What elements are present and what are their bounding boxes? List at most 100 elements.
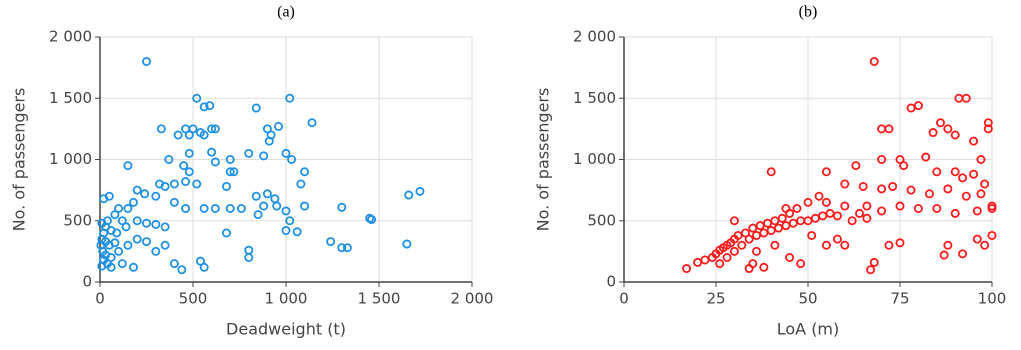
point	[950, 130, 960, 140]
point	[287, 154, 297, 164]
point	[877, 184, 887, 194]
point	[184, 148, 194, 158]
point	[151, 246, 161, 256]
point	[285, 216, 295, 226]
x-axis-label: Deadweight (t)	[226, 320, 346, 339]
point	[932, 167, 942, 177]
point	[264, 136, 274, 146]
point	[225, 154, 235, 164]
point	[123, 203, 133, 213]
point	[110, 238, 120, 248]
point	[803, 197, 813, 207]
point	[251, 103, 261, 113]
point	[792, 203, 802, 213]
point	[744, 264, 754, 274]
point	[939, 250, 949, 260]
point	[262, 189, 272, 199]
y-tick-label: 500	[587, 211, 616, 229]
point	[99, 194, 109, 204]
point	[251, 191, 261, 201]
point	[877, 206, 887, 216]
point	[983, 124, 993, 134]
point	[935, 118, 945, 128]
point	[114, 246, 124, 256]
point	[840, 179, 850, 189]
point	[972, 234, 982, 244]
point	[781, 203, 791, 213]
point	[729, 216, 739, 226]
point	[281, 226, 291, 236]
point	[847, 216, 857, 226]
x-tick-label: 1 000	[265, 290, 308, 308]
point	[225, 167, 235, 177]
chart-title: (a)	[277, 4, 295, 21]
point	[759, 228, 769, 238]
point	[184, 130, 194, 140]
point	[983, 118, 993, 128]
point	[274, 121, 284, 131]
point	[221, 181, 231, 191]
point	[112, 228, 122, 238]
point	[184, 167, 194, 177]
point	[236, 203, 246, 213]
point	[173, 130, 183, 140]
x-tick-label: 0	[95, 290, 105, 308]
point	[281, 206, 291, 216]
y-tick-label: 500	[63, 211, 92, 229]
point	[181, 203, 191, 213]
point	[969, 136, 979, 146]
point	[906, 103, 916, 113]
point	[169, 179, 179, 189]
point	[300, 167, 310, 177]
point	[693, 257, 703, 267]
point	[160, 240, 170, 250]
point	[244, 148, 254, 158]
point	[121, 222, 131, 232]
point	[270, 194, 280, 204]
point	[141, 237, 151, 247]
point	[285, 93, 295, 103]
point	[744, 234, 754, 244]
x-tick-label: 100	[978, 290, 1007, 308]
point	[832, 211, 842, 221]
point	[307, 118, 317, 128]
point	[943, 124, 953, 134]
point	[296, 179, 306, 189]
point	[862, 201, 872, 211]
point	[132, 216, 142, 226]
point	[866, 265, 876, 275]
point	[229, 167, 239, 177]
point	[192, 93, 202, 103]
point	[156, 124, 166, 134]
y-tick-label: 0	[606, 273, 616, 291]
point	[950, 167, 960, 177]
point	[404, 190, 414, 200]
x-tick-label: 25	[706, 290, 725, 308]
x-axis-label: LoA (m)	[777, 320, 840, 339]
point	[751, 230, 761, 240]
y-tick-label: 0	[82, 273, 92, 291]
point	[367, 215, 377, 225]
point	[337, 202, 347, 212]
point	[281, 148, 291, 158]
point	[300, 201, 310, 211]
point	[980, 179, 990, 189]
point	[151, 219, 161, 229]
point	[832, 234, 842, 244]
point	[976, 189, 986, 199]
point	[980, 240, 990, 250]
point	[205, 101, 215, 111]
point	[210, 124, 220, 134]
point	[987, 203, 997, 213]
point	[884, 240, 894, 250]
point	[958, 173, 968, 183]
y-tick-label: 1 000	[573, 150, 616, 168]
point	[179, 161, 189, 171]
point	[943, 184, 953, 194]
point	[722, 252, 732, 262]
point	[869, 57, 879, 67]
point	[821, 167, 831, 177]
point	[253, 210, 263, 220]
point	[729, 246, 739, 256]
